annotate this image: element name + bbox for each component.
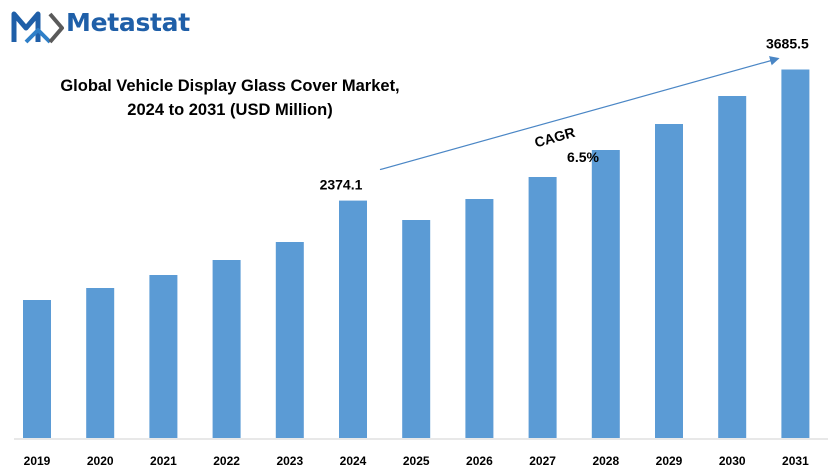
chart-title-line-1: Global Vehicle Display Glass Cover Marke…: [60, 77, 400, 95]
bar-2020: [86, 288, 115, 438]
bar-2030: [718, 96, 747, 438]
x-tick-label-2023: 2023: [276, 454, 303, 468]
cagr-value: 6.5%: [567, 149, 599, 165]
bar-2025: [402, 220, 431, 438]
metastat-logo-icon: [11, 11, 64, 44]
x-tick-label-2019: 2019: [24, 454, 51, 468]
x-tick-label-2028: 2028: [592, 454, 619, 468]
cagr-label: CAGR: [533, 124, 577, 150]
bar-2031: [781, 69, 810, 438]
x-tick-label-2027: 2027: [529, 454, 556, 468]
bar-2027: [528, 177, 557, 438]
x-tick-label-2021: 2021: [150, 454, 177, 468]
bar-2021: [149, 275, 178, 438]
x-tick-label-2026: 2026: [466, 454, 493, 468]
bar-2022: [212, 260, 241, 438]
bar-2024: [339, 200, 367, 438]
data-label-2031: 3685.5: [766, 36, 809, 52]
x-tick-label-2029: 2029: [656, 454, 683, 468]
bar-2023: [275, 242, 304, 438]
chart-title: Global Vehicle Display Glass Cover Marke…: [20, 74, 440, 122]
chart-title-line-2: 2024 to 2031 (USD Million): [127, 101, 333, 119]
x-tick-label-2024: 2024: [340, 454, 367, 468]
brand-name: Metastat: [66, 8, 190, 37]
x-tick-label-2022: 2022: [213, 454, 240, 468]
x-tick-label-2025: 2025: [403, 454, 430, 468]
x-tick-label-2030: 2030: [719, 454, 746, 468]
x-tick-label-2031: 2031: [782, 454, 809, 468]
bar-2028: [591, 150, 620, 438]
x-tick-label-2020: 2020: [87, 454, 114, 468]
cagr-arrow: [379, 56, 780, 171]
bar-2029: [655, 124, 683, 438]
data-label-2024: 2374.1: [320, 177, 363, 193]
bar-2019: [23, 300, 51, 438]
bar-2026: [465, 199, 494, 438]
